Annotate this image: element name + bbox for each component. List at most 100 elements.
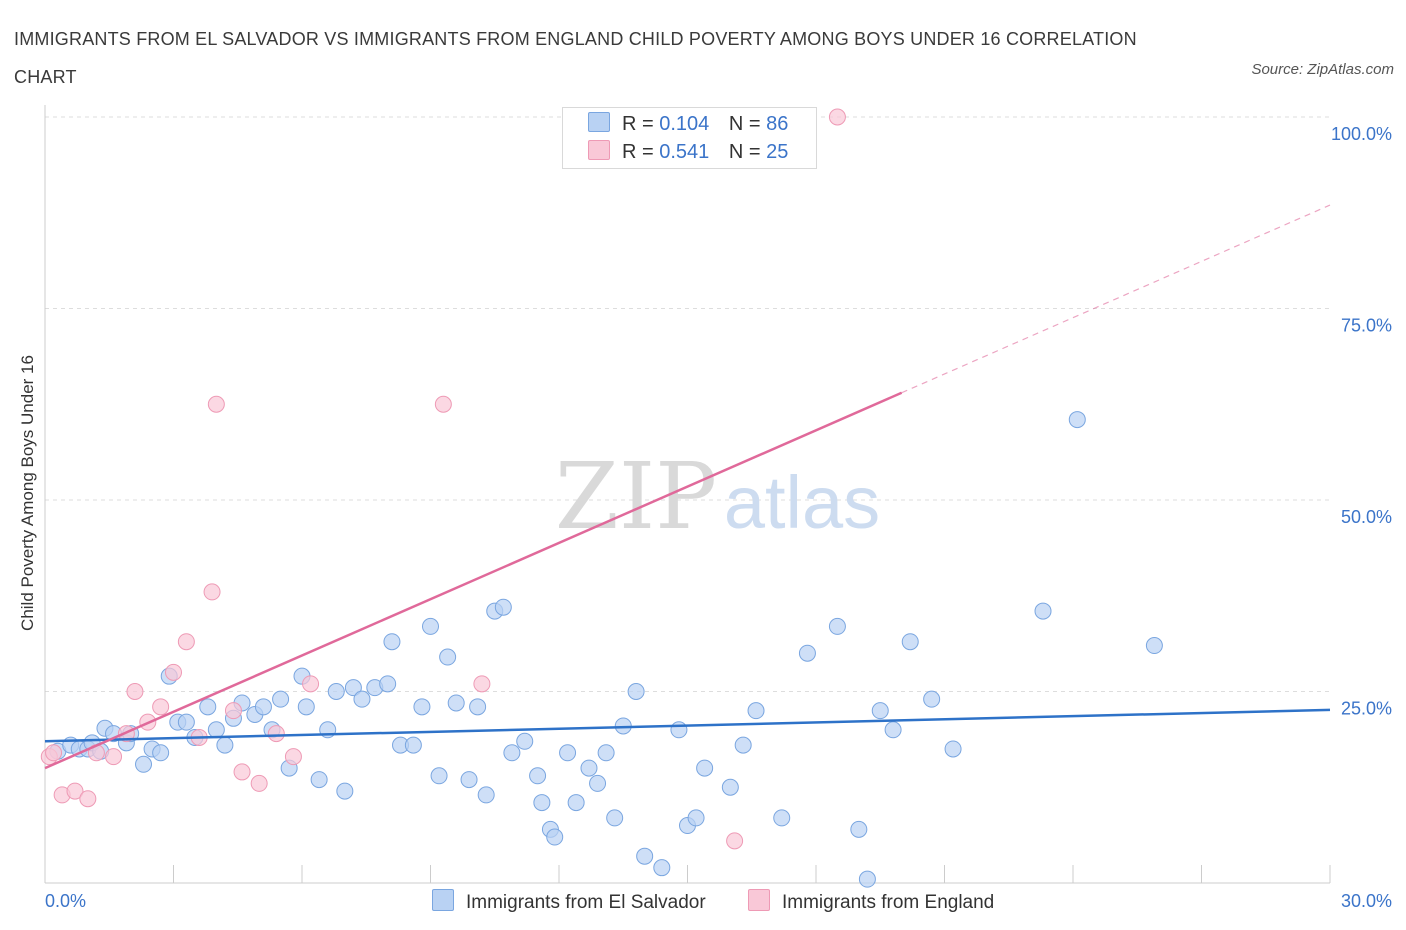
data-point-el-salvador bbox=[310, 771, 328, 789]
bottom-legend-swatch-pink bbox=[748, 889, 770, 911]
data-point-el-salvador bbox=[460, 771, 478, 789]
data-point-el-salvador bbox=[580, 759, 598, 777]
data-point-england bbox=[726, 832, 744, 850]
data-point-el-salvador bbox=[597, 744, 615, 762]
data-point-el-salvador bbox=[430, 767, 448, 785]
data-point-el-salvador bbox=[529, 767, 547, 785]
data-point-england bbox=[79, 790, 97, 808]
data-point-el-salvador bbox=[653, 859, 671, 877]
data-point-el-salvador bbox=[494, 598, 512, 616]
data-point-el-salvador bbox=[422, 617, 439, 635]
legend-n-value: 86 bbox=[766, 113, 789, 135]
data-point-england bbox=[267, 725, 285, 743]
legend-row-el-salvador: R = 0.104 N = 86 bbox=[588, 112, 788, 138]
data-point-el-salvador bbox=[336, 782, 354, 800]
data-point-england bbox=[177, 633, 195, 651]
data-point-el-salvador bbox=[687, 809, 705, 827]
data-point-el-salvador bbox=[413, 698, 431, 716]
data-point-el-salvador bbox=[828, 617, 846, 635]
watermark-atlas: atlas bbox=[724, 461, 880, 544]
data-point-el-salvador bbox=[516, 732, 534, 750]
data-point-el-salvador bbox=[871, 702, 889, 720]
data-point-el-salvador bbox=[383, 633, 401, 651]
y-tick-label: 100.0% bbox=[1331, 124, 1392, 144]
data-point-el-salvador bbox=[199, 698, 217, 716]
y-tick-label: 50.0% bbox=[1341, 507, 1392, 527]
data-point-el-salvador bbox=[589, 774, 607, 792]
trend-line-el-salvador bbox=[44, 708, 1331, 743]
data-point-el-salvador bbox=[627, 683, 645, 700]
legend-swatch-pink bbox=[588, 140, 610, 160]
data-point-england bbox=[66, 782, 84, 800]
data-point-el-salvador bbox=[152, 744, 170, 762]
legend-r-label: R = bbox=[622, 113, 654, 135]
bottom-legend-swatch-blue bbox=[432, 889, 454, 911]
data-point-england bbox=[203, 583, 221, 601]
data-point-england bbox=[434, 395, 452, 413]
series-el-salvador-points bbox=[49, 411, 1163, 888]
data-point-el-salvador bbox=[135, 755, 153, 773]
data-point-england bbox=[152, 698, 170, 716]
data-point-el-salvador bbox=[1145, 637, 1163, 655]
data-point-el-salvador bbox=[884, 721, 902, 739]
trend-line-england-extension bbox=[901, 204, 1331, 394]
data-point-el-salvador bbox=[177, 713, 195, 731]
correlation-legend: R = 0.104 N = 86 R = 0.541 N = 25 bbox=[562, 107, 817, 169]
data-point-el-salvador bbox=[327, 683, 345, 700]
data-point-el-salvador bbox=[850, 820, 868, 838]
data-point-el-salvador bbox=[546, 828, 564, 846]
data-point-el-salvador bbox=[901, 633, 919, 651]
data-point-el-salvador bbox=[858, 870, 876, 888]
trend-lines bbox=[44, 204, 1331, 770]
bottom-legend-england: Immigrants from England bbox=[748, 889, 994, 914]
tick-labels: 25.0% 50.0% 75.0% 100.0% 0.0% 30.0% bbox=[45, 124, 1392, 911]
data-point-el-salvador bbox=[721, 778, 739, 796]
data-point-england bbox=[105, 748, 123, 766]
data-point-el-salvador bbox=[559, 744, 577, 762]
data-point-el-salvador bbox=[272, 690, 290, 708]
watermark: ZIP atlas bbox=[555, 443, 880, 550]
legend-r-value: 0.104 bbox=[659, 113, 710, 135]
data-point-england bbox=[473, 675, 491, 693]
x-tick-label: 30.0% bbox=[1341, 891, 1392, 911]
data-point-el-salvador bbox=[636, 847, 654, 865]
data-point-el-salvador bbox=[567, 794, 585, 812]
data-point-el-salvador bbox=[447, 694, 465, 712]
data-point-el-salvador bbox=[606, 809, 624, 827]
data-point-england bbox=[165, 663, 182, 681]
bottom-legend-label: Immigrants from England bbox=[782, 892, 995, 913]
data-point-el-salvador bbox=[533, 794, 551, 812]
data-point-el-salvador bbox=[477, 786, 495, 804]
bottom-legend-el-salvador: Immigrants from El Salvador bbox=[432, 889, 706, 914]
data-point-el-salvador bbox=[1068, 411, 1086, 429]
data-point-england bbox=[233, 763, 251, 781]
data-point-england bbox=[302, 675, 320, 693]
legend-swatch-blue bbox=[588, 112, 610, 132]
data-point-el-salvador bbox=[297, 698, 315, 716]
data-point-england bbox=[45, 744, 63, 762]
legend-n-label: N = bbox=[728, 141, 761, 163]
grid-lines bbox=[45, 116, 1330, 692]
data-point-el-salvador bbox=[439, 648, 457, 666]
data-point-el-salvador bbox=[353, 690, 371, 708]
trend-line-england bbox=[44, 391, 903, 770]
data-point-el-salvador bbox=[207, 721, 225, 739]
source-label: Source: ZipAtlas.com bbox=[1251, 61, 1394, 78]
data-point-el-salvador bbox=[773, 809, 791, 827]
data-point-el-salvador bbox=[670, 721, 688, 739]
data-point-el-salvador bbox=[344, 679, 362, 697]
legend-row-england: R = 0.541 N = 25 bbox=[588, 140, 788, 166]
data-point-england bbox=[207, 395, 225, 413]
x-tick-label: 0.0% bbox=[45, 891, 86, 911]
data-point-el-salvador bbox=[216, 736, 234, 754]
data-point-el-salvador bbox=[503, 744, 521, 762]
y-tick-label: 25.0% bbox=[1341, 699, 1392, 719]
data-point-el-salvador bbox=[254, 698, 272, 716]
data-point-el-salvador bbox=[469, 698, 487, 716]
data-point-el-salvador bbox=[944, 740, 962, 758]
bottom-legend-label: Immigrants from El Salvador bbox=[466, 892, 706, 913]
data-point-england bbox=[284, 748, 302, 766]
data-point-el-salvador bbox=[798, 644, 816, 662]
data-point-england bbox=[224, 702, 242, 720]
